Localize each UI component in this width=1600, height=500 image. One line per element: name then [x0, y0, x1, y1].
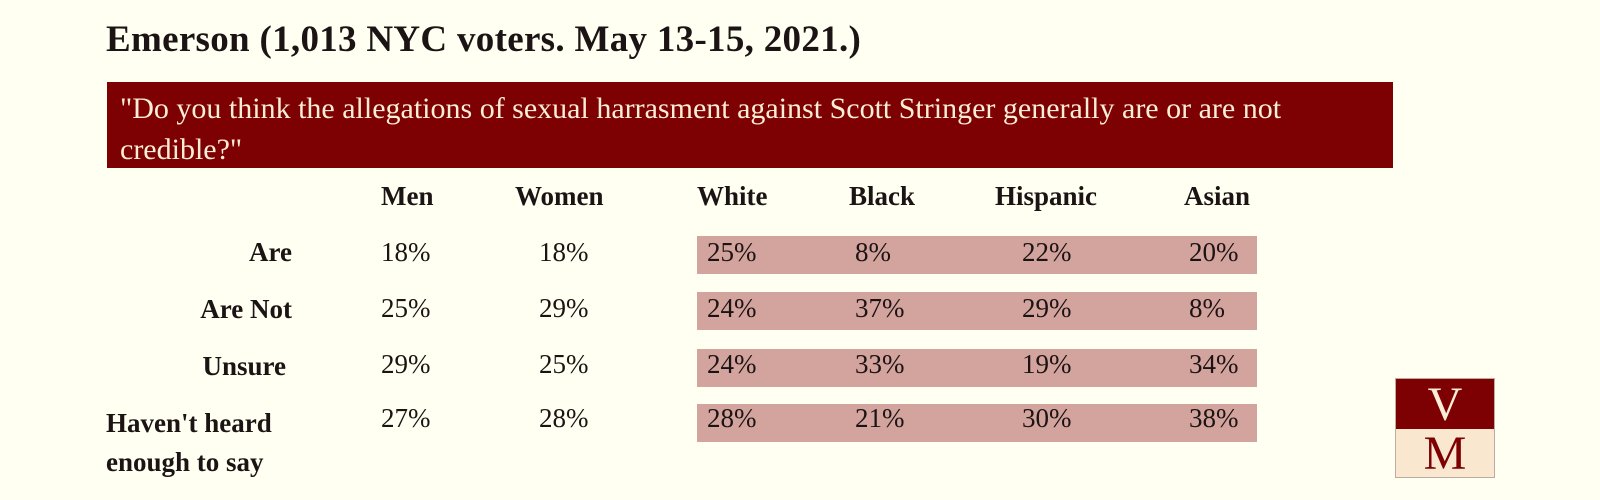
table-cell: 18% [381, 237, 431, 267]
table-cell: 24% [707, 349, 757, 379]
vm-logo: V M [1395, 378, 1495, 479]
row-label-are-not: Are Not [200, 294, 292, 324]
column-header-black: Black [849, 181, 916, 211]
table-cell: 34% [1189, 349, 1239, 379]
table-cell: 27% [381, 403, 431, 433]
row-label-unsure: Unsure [202, 351, 286, 381]
table-cell: 37% [855, 293, 905, 323]
chart-title: Emerson (1,013 NYC voters. May 13-15, 20… [106, 19, 862, 60]
table-cell: 25% [707, 237, 757, 267]
table-cell: 29% [1022, 293, 1072, 323]
column-header-hispanic: Hispanic [995, 181, 1098, 211]
table-cell: 18% [539, 237, 589, 267]
table-cell: 20% [1189, 237, 1239, 267]
table-cell: 8% [855, 237, 891, 267]
table-cell: 22% [1022, 237, 1072, 267]
table-cell: 29% [539, 293, 589, 323]
logo-letter-m: M [1396, 429, 1494, 479]
column-header-men: Men [381, 181, 434, 211]
row-label-are: Are [249, 237, 292, 267]
row-band-havent-heard [697, 404, 1257, 442]
column-header-women: Women [515, 181, 604, 211]
question-banner: "Do you think the allegations of sexual … [107, 82, 1393, 168]
table-cell: 25% [539, 349, 589, 379]
logo-letter-v: V [1396, 379, 1494, 431]
table-cell: 24% [707, 293, 757, 323]
row-band-are [697, 236, 1257, 274]
table-cell: 19% [1022, 349, 1072, 379]
row-label-havent-heard: Haven't heard enough to say [106, 408, 272, 477]
table-cell: 28% [707, 403, 757, 433]
table-cell: 21% [855, 403, 905, 433]
column-header-white: White [697, 181, 768, 211]
table-cell: 28% [539, 403, 589, 433]
table-cell: 30% [1022, 403, 1072, 433]
row-band-are-not [697, 292, 1257, 330]
table-cell: 25% [381, 293, 431, 323]
table-cell: 8% [1189, 293, 1225, 323]
table-cell: 29% [381, 349, 431, 379]
table-cell: 38% [1189, 403, 1239, 433]
row-band-unsure [697, 349, 1257, 387]
table-cell: 33% [855, 349, 905, 379]
column-header-asian: Asian [1184, 181, 1251, 211]
